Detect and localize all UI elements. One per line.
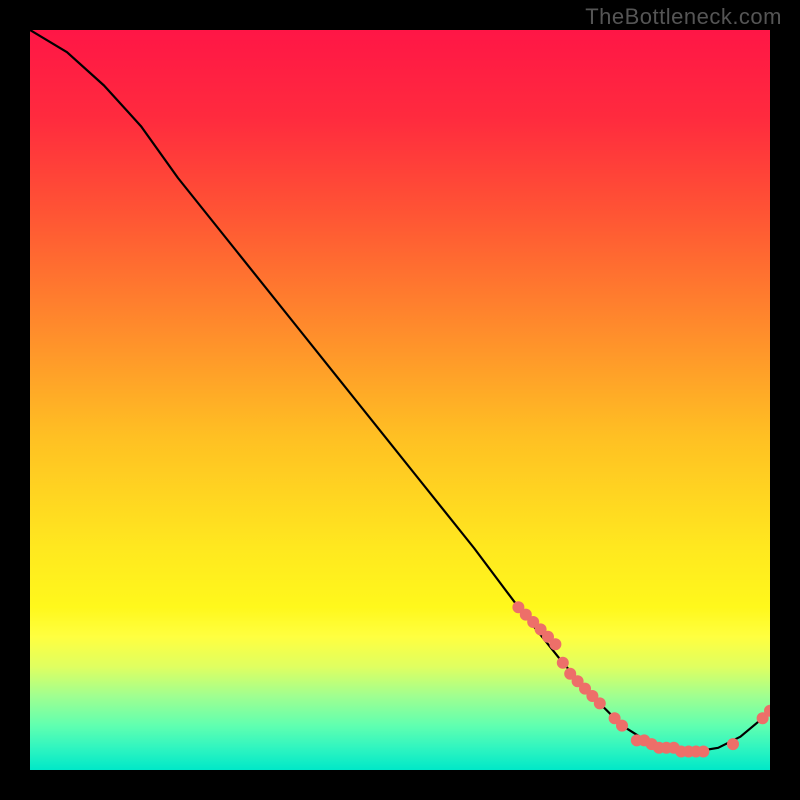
data-markers (512, 601, 770, 757)
data-marker (549, 638, 561, 650)
data-marker (616, 720, 628, 732)
data-marker (727, 738, 739, 750)
data-marker (594, 697, 606, 709)
bottleneck-curve (30, 30, 770, 752)
watermark-text: TheBottleneck.com (585, 4, 782, 30)
data-marker (557, 657, 569, 669)
bottleneck-chart (30, 30, 770, 770)
curve-layer (30, 30, 770, 770)
data-marker (697, 746, 709, 758)
